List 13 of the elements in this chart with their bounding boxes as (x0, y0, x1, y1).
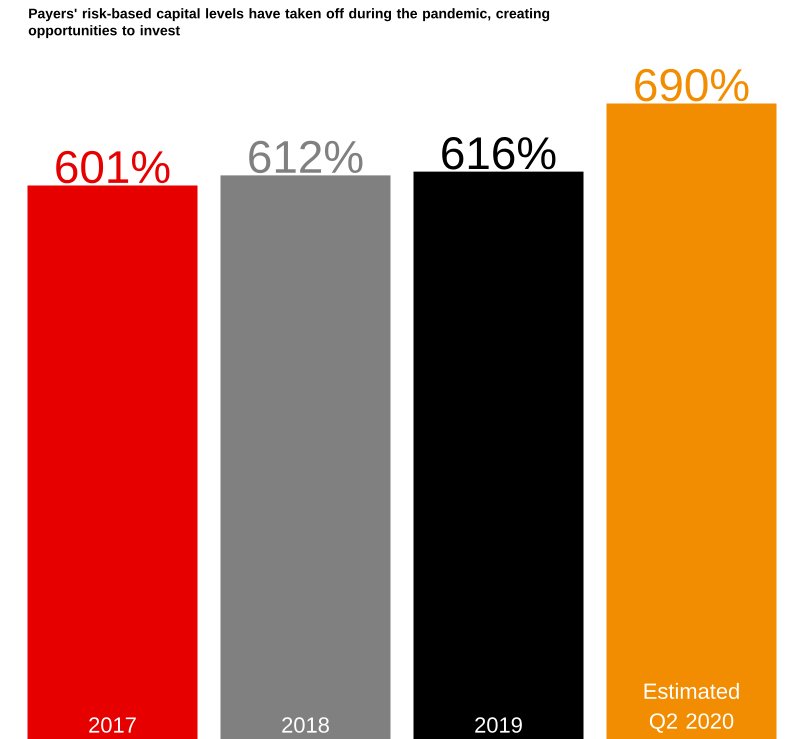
x-tick-label: Estimated Q2 2020 (644, 682, 739, 733)
x-tick-label: 2019 (475, 717, 522, 733)
bar (220, 175, 391, 739)
data-label: 690% (635, 68, 748, 102)
data-label: 612% (249, 140, 362, 174)
x-tick-label: 2017 (89, 717, 136, 733)
bar (28, 186, 198, 739)
bar (414, 172, 584, 739)
chart-title: Payers' risk-based capital levels have taken off during the pandemic, creating opportunities to invest (28, 8, 550, 38)
data-label: 616% (442, 137, 556, 170)
data-label: 601% (56, 150, 170, 184)
x-tick-label: 2018 (282, 717, 329, 733)
bar (606, 104, 777, 739)
